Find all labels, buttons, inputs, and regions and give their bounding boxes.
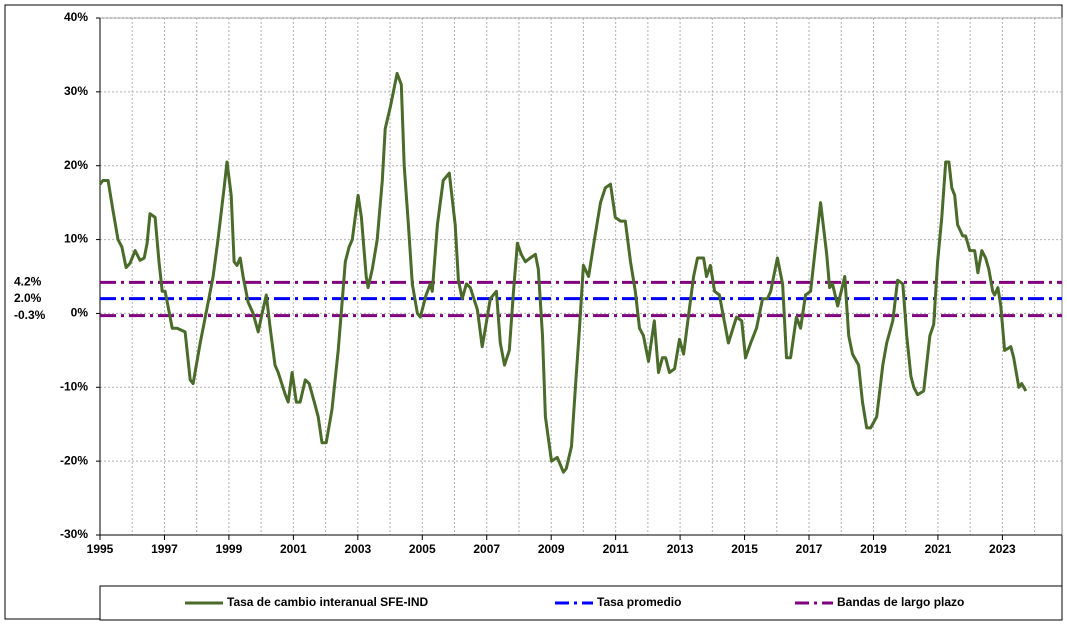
y-tick-label: -30% [60, 527, 88, 541]
x-tick-label: 2023 [989, 542, 1016, 556]
x-tick-label: 2009 [538, 542, 565, 556]
x-tick-label: 2011 [603, 542, 629, 556]
x-tick-label: 2021 [925, 542, 952, 556]
x-tick-label: 2019 [860, 542, 887, 556]
reference-label: -0.3% [14, 308, 46, 322]
reference-label: 2.0% [14, 291, 42, 305]
legend-label: Tasa de cambio interanual SFE-IND [227, 595, 428, 609]
x-tick-label: 2001 [280, 542, 307, 556]
x-tick-label: 2005 [409, 542, 436, 556]
y-tick-label: 10% [64, 232, 88, 246]
y-tick-label: 40% [64, 10, 88, 24]
plot-area [99, 17, 1063, 536]
y-tick-label: -10% [60, 379, 88, 393]
x-tick-label: 1999 [216, 542, 243, 556]
x-tick-label: 2003 [344, 542, 371, 556]
x-tick-label: 2015 [731, 542, 758, 556]
y-tick-label: 30% [64, 84, 88, 98]
y-tick-label: -20% [60, 453, 88, 467]
y-tick-label: 0% [71, 306, 89, 320]
x-tick-label: 2007 [473, 542, 500, 556]
x-tick-label: 2013 [667, 542, 694, 556]
legend-label: Tasa promedio [597, 595, 681, 609]
data-line [98, 71, 1028, 474]
reference-label: 4.2% [14, 275, 42, 289]
x-tick-label: 1997 [151, 542, 178, 556]
x-tick-label: 2017 [796, 542, 823, 556]
legend-label: Bandas de largo plazo [837, 595, 964, 609]
x-tick-label: 1995 [87, 542, 114, 556]
y-tick-label: 20% [64, 158, 88, 172]
legend-box [99, 585, 1063, 621]
